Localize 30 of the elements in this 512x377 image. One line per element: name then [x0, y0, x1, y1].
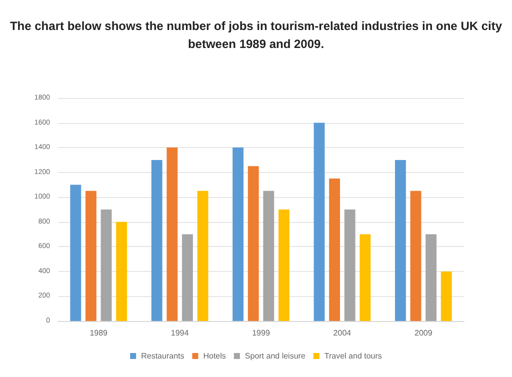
bar — [248, 166, 259, 321]
legend-label: Hotels — [203, 352, 226, 360]
bar — [278, 210, 290, 321]
bar — [344, 210, 356, 321]
bar — [166, 148, 178, 321]
bar — [263, 190, 274, 321]
bar — [85, 190, 96, 321]
bar — [394, 160, 406, 321]
chart-title: The chart below shows the number of jobs in tourism-related industries in one UK city between 1989 and 2009. — [10, 19, 502, 51]
x-tick-label: 1999 — [252, 328, 270, 338]
bar — [440, 271, 452, 321]
legend-label: Sport and leisure — [244, 352, 306, 360]
bar — [314, 122, 325, 321]
bar — [70, 184, 82, 321]
x-tick-label: 1994 — [170, 328, 190, 338]
legend-label: Travel and tours — [324, 352, 382, 360]
x-tick-label: 1989 — [90, 328, 108, 338]
bar — [360, 234, 371, 321]
bar — [100, 210, 112, 321]
bar — [182, 234, 193, 321]
bar — [426, 234, 437, 321]
x-tick-label: 2004 — [333, 328, 352, 338]
bar — [410, 190, 422, 321]
bar — [116, 222, 128, 321]
legend-label: Restaurants — [141, 352, 184, 360]
x-tick-label: 2009 — [414, 328, 433, 338]
bar — [232, 148, 244, 321]
bar — [197, 190, 208, 321]
bar — [329, 178, 340, 321]
bar — [151, 160, 162, 321]
